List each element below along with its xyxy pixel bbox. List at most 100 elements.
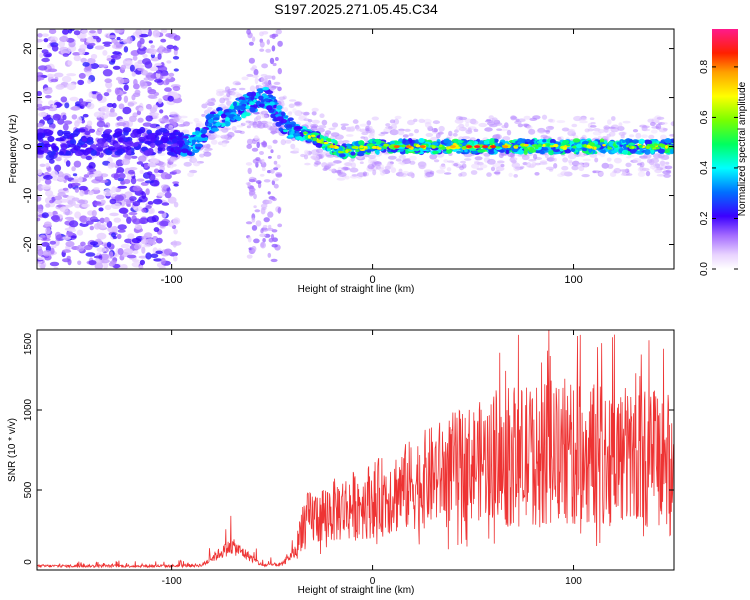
spectrogram-cell	[465, 122, 470, 128]
spectrogram-cell	[132, 55, 138, 61]
snr-x-tick-label: 0	[370, 576, 376, 587]
spectrogram-cell	[528, 148, 537, 153]
spectrogram-cell	[240, 99, 248, 105]
spectrogram-cell	[104, 204, 112, 211]
spectrogram-cell	[669, 148, 674, 155]
spectrogram-cell	[69, 29, 75, 32]
snr-y-tick-label: 1500	[23, 332, 34, 355]
spectrogram-cell	[150, 253, 159, 259]
spectrogram-cell	[272, 178, 279, 182]
spectrogram-cell	[82, 62, 90, 67]
spectrogram-cell	[274, 127, 280, 134]
spectrogram-cell	[583, 144, 587, 148]
spectrogram-cell	[54, 164, 62, 172]
spectrogram-x-tick-label: 100	[564, 274, 582, 286]
spectrogram-cell	[486, 172, 492, 177]
spectrogram-cell	[288, 99, 297, 102]
spectrogram-cell	[57, 192, 66, 197]
spectrogram-cell	[505, 149, 510, 155]
spectrogram-cell	[294, 126, 303, 130]
spectrogram-cell	[78, 185, 88, 191]
spectrogram-cell	[285, 124, 293, 128]
spectrogram-cell	[284, 139, 292, 144]
spectrogram-cell	[203, 151, 212, 157]
spectrogram-cell	[102, 50, 108, 56]
spectrogram-cell	[314, 161, 321, 165]
spectrogram-cell	[123, 95, 129, 104]
spectrogram-cell	[117, 224, 127, 231]
spectrogram-cell	[120, 243, 130, 249]
spectrogram-cell	[154, 62, 163, 66]
spectrogram-cell	[260, 208, 266, 215]
spectrogram-cell	[407, 148, 415, 152]
spectrogram-cell	[51, 215, 57, 222]
spectrogram-cell	[78, 72, 86, 79]
spectrogram-cell	[118, 103, 125, 110]
spectrogram-cell	[130, 142, 139, 147]
spectrogram-cell	[139, 259, 145, 266]
spectrogram-cell	[155, 250, 163, 255]
spectrogram-cell	[45, 162, 50, 168]
spectrogram-cell	[145, 115, 153, 122]
spectrogram-cell	[474, 156, 483, 161]
spectrogram-cell	[261, 31, 269, 35]
spectrogram-cell	[640, 156, 648, 160]
spectrogram-cell	[249, 85, 256, 92]
spectrogram-cell	[55, 137, 65, 142]
spectrogram-cell	[478, 122, 488, 128]
spectrogram-cell	[199, 123, 206, 128]
spectrogram-cell	[72, 173, 78, 177]
spectrogram-cell	[570, 148, 576, 152]
spectrogram-cell	[509, 157, 518, 161]
spectrogram-cell	[553, 143, 559, 148]
spectrogram-cell	[263, 179, 271, 183]
spectrogram-cell	[37, 38, 43, 43]
spectrogram-cell	[71, 166, 76, 172]
colorbar-tick-label: 0.4	[699, 161, 710, 175]
spectrogram-cell	[63, 120, 73, 125]
spectrogram-cell	[96, 194, 105, 200]
spectrogram-cell	[41, 184, 51, 190]
spectrogram-cell	[435, 132, 441, 139]
spectrogram-cell	[37, 72, 43, 76]
spectrogram-cell	[95, 170, 102, 177]
spectrogram-cell	[62, 187, 69, 191]
spectrogram-cell	[167, 95, 174, 102]
colorbar-ticks: 0.0 0.2 0.4 0.6 0.8	[699, 60, 738, 276]
spectrogram-cell	[179, 115, 188, 119]
spectrogram-cell	[542, 143, 546, 147]
snr-series-line	[37, 330, 674, 569]
spectrogram-cell	[277, 40, 283, 47]
spectrogram-cell	[81, 137, 87, 142]
spectrogram-cell	[154, 146, 159, 154]
spectrogram-cell	[40, 263, 46, 269]
spectrogram-cell	[662, 170, 672, 175]
spectrogram-cell	[126, 254, 137, 259]
spectrogram-cell	[338, 146, 343, 152]
spectrogram-cell	[288, 103, 295, 109]
spectrogram-cell	[93, 223, 101, 230]
spectrogram-cell	[345, 143, 351, 147]
spectrogram-cell	[648, 134, 655, 140]
spectrogram-cell	[408, 133, 414, 137]
spectrogram-cell	[233, 115, 241, 120]
spectrogram-cell	[433, 159, 440, 163]
spectrogram-cell	[496, 128, 502, 131]
spectrogram-cell	[337, 140, 345, 145]
spectrogram-cell	[112, 51, 121, 55]
spectrogram-cell	[326, 161, 336, 167]
spectrogram-cell	[407, 119, 415, 126]
spectrogram-cell	[650, 129, 658, 134]
spectrogram-cell	[280, 139, 286, 146]
spectrogram-cell	[218, 110, 224, 115]
spectrogram-cell	[142, 122, 152, 127]
spectrogram-cell	[629, 148, 638, 154]
spectrogram-cell	[493, 171, 501, 175]
spectrogram-cell	[88, 42, 96, 47]
spectrogram-cell	[262, 95, 269, 99]
spectrogram-cell	[246, 125, 251, 129]
spectrogram-cell	[170, 156, 178, 162]
spectrogram-cell	[172, 217, 181, 225]
spectrogram-cell	[588, 148, 593, 154]
